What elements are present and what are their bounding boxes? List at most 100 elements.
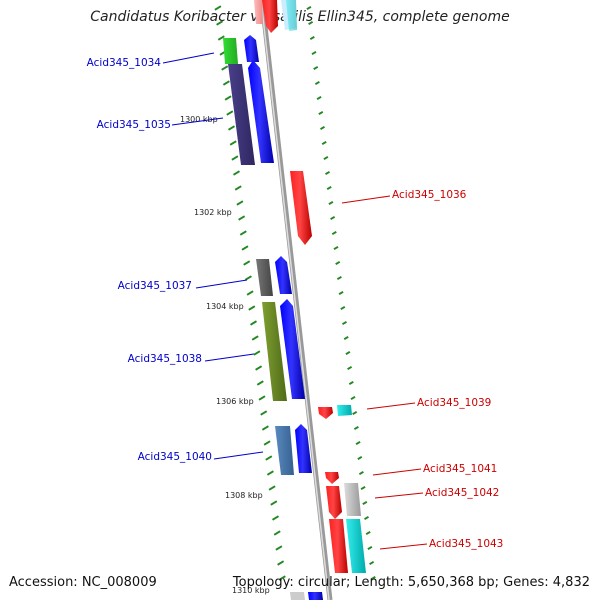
gene-label-acid345-1034[interactable]: Acid345_1034	[87, 57, 162, 69]
gc-dot	[226, 110, 234, 116]
tick-label: 1310 kbp	[232, 586, 270, 595]
gc-dot	[229, 140, 237, 146]
gc-dot	[347, 365, 353, 371]
tick-label: 1306 kbp	[216, 397, 254, 406]
gene-label-acid345-1037[interactable]: Acid345_1037	[118, 280, 192, 292]
gc-dot	[333, 245, 339, 251]
gc-dot	[258, 395, 266, 401]
gene-label-acid345-1041[interactable]: Acid345_1041	[423, 463, 497, 475]
gc-dot	[348, 380, 354, 386]
gc-skew-track-left	[214, 5, 286, 581]
gc-dot	[358, 470, 364, 476]
gc-dot	[330, 215, 336, 221]
gc-dot	[234, 185, 242, 191]
gc-dot	[231, 155, 239, 161]
gc-dot	[331, 230, 337, 236]
gc-dot	[309, 35, 315, 41]
gene-label-acid345-1035[interactable]: Acid345_1035	[97, 119, 171, 131]
gc-dot	[260, 410, 268, 416]
gene-label-acid345-1038[interactable]: Acid345_1038	[128, 353, 202, 365]
gene-label-acid345-1043[interactable]: Acid345_1043	[429, 538, 503, 550]
gc-dot	[313, 65, 319, 71]
gene-label-acid345-1040[interactable]: Acid345_1040	[138, 451, 212, 463]
gc-dot	[241, 245, 249, 251]
gene-acid345-1038-shape[interactable]	[262, 299, 305, 401]
gene-acid345-1041-shape[interactable]	[325, 472, 339, 484]
gc-dot	[338, 290, 344, 296]
gc-dot	[336, 275, 342, 281]
gene-labels: Acid345_1034 Acid345_1035 Acid345_1036 A…	[87, 57, 504, 550]
gene-acid345-1034-shape[interactable]	[223, 35, 259, 64]
gc-dot	[335, 260, 341, 266]
gc-dot	[263, 440, 271, 446]
gene-acid345-1042-shape[interactable]	[326, 483, 361, 519]
position-ticks: 1300 kbp 1302 kbp 1304 kbp 1306 kbp 1308…	[180, 115, 270, 595]
gc-dot	[214, 5, 222, 11]
gc-dot	[256, 380, 264, 386]
gc-dot	[321, 140, 327, 146]
gene-label-acid345-1036[interactable]: Acid345_1036	[392, 189, 467, 201]
gc-dot	[278, 575, 286, 581]
gc-dot	[369, 560, 375, 566]
gc-dot	[353, 425, 359, 431]
gc-dot	[308, 20, 314, 26]
gc-dot	[217, 35, 225, 41]
gene-label-acid345-1039[interactable]: Acid345_1039	[417, 397, 491, 409]
gc-dot	[271, 515, 280, 521]
accession-text: Accession: NC_008009	[9, 575, 157, 590]
gene-acid345-1043-shape[interactable]	[329, 519, 366, 573]
gc-dot	[323, 155, 329, 161]
gc-dot	[222, 80, 230, 86]
gc-dot	[316, 95, 322, 101]
gc-dot	[360, 485, 366, 491]
gc-dot	[236, 200, 244, 206]
gc-dot	[340, 305, 346, 311]
gc-dot	[370, 575, 376, 581]
gc-dot	[216, 20, 224, 26]
gc-dot	[261, 425, 269, 431]
gc-dot	[352, 410, 358, 416]
genome-backbone-highlight	[260, 0, 330, 600]
gene-acid345-1035-shape[interactable]	[228, 60, 274, 165]
tick-label: 1302 kbp	[194, 208, 232, 217]
bottom-partial-features	[290, 592, 323, 600]
gc-dot	[265, 455, 273, 461]
gc-dot	[266, 470, 274, 476]
gc-dot	[367, 545, 373, 551]
gc-dot	[363, 515, 370, 521]
gc-dot	[244, 275, 252, 281]
gc-dot	[227, 125, 236, 131]
gc-dot	[326, 185, 332, 191]
gene-acid345-1040-shape[interactable]	[275, 424, 312, 475]
gene-label-acid345-1042[interactable]: Acid345_1042	[425, 487, 499, 499]
gene-acid345-1036-shape[interactable]	[290, 171, 312, 245]
gc-dot	[246, 290, 254, 296]
genome-backbone	[259, 0, 333, 600]
gc-dot	[341, 320, 348, 326]
gc-dot	[270, 500, 278, 506]
gc-dot	[311, 50, 317, 56]
tick-label: 1304 kbp	[206, 302, 244, 311]
gc-dot	[324, 170, 331, 176]
gc-dot	[268, 485, 276, 491]
gc-dot	[224, 95, 232, 101]
gc-dot	[232, 170, 241, 176]
gc-dot	[362, 500, 368, 506]
genome-summary-text: Topology: circular; Length: 5,650,368 bp…	[232, 575, 590, 590]
gc-dot	[328, 200, 334, 206]
gc-dot	[273, 530, 281, 536]
gc-dot	[355, 440, 361, 446]
gc-dot	[345, 350, 351, 356]
map-title: Candidatus Koribacter versatilis Ellin34…	[90, 9, 510, 25]
gc-dot	[238, 215, 246, 221]
gc-skew-track-right	[306, 5, 376, 581]
gc-dot	[318, 110, 324, 116]
gc-dot	[314, 80, 320, 86]
gc-dot	[357, 455, 363, 461]
gc-dot	[319, 125, 326, 131]
gene-acid345-1039-shape[interactable]	[318, 405, 352, 419]
gc-dot	[255, 365, 263, 371]
tick-label: 1300 kbp	[180, 115, 218, 124]
gene-acid345-1037-shape[interactable]	[256, 256, 292, 296]
